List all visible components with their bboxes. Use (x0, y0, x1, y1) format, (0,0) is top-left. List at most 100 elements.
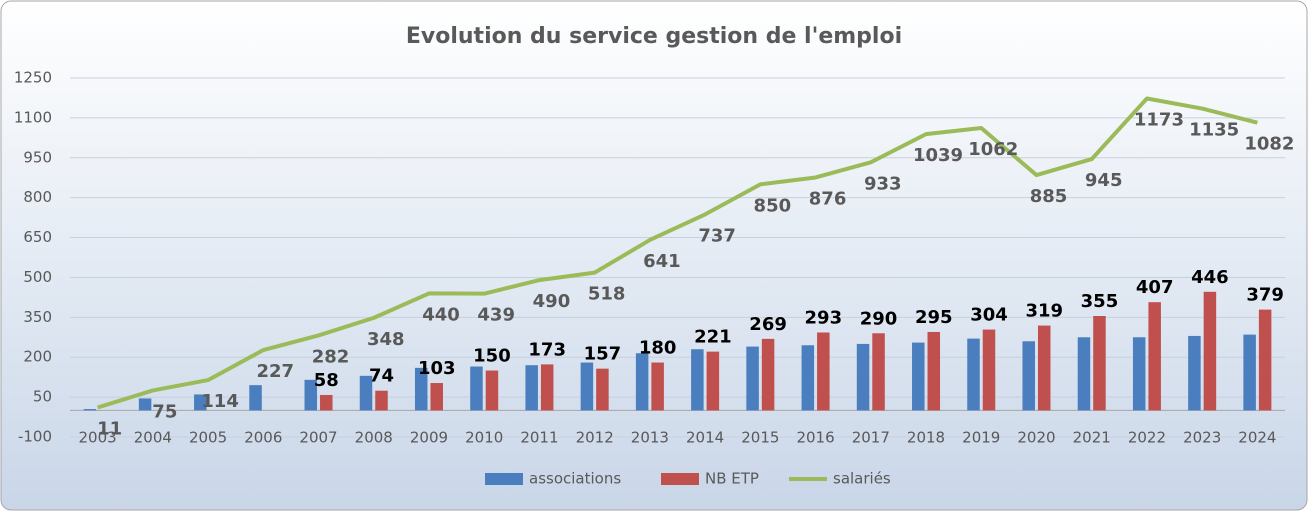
x-tick-label: 2011 (520, 429, 558, 447)
bar (1258, 309, 1272, 411)
line-label: 641 (643, 251, 681, 272)
bar-label: 58 (314, 370, 339, 391)
x-tick-label: 2017 (852, 429, 890, 447)
bar-label: 269 (749, 314, 787, 335)
bar-label: 379 (1246, 285, 1284, 306)
y-tick-label: 350 (23, 308, 52, 326)
bar (967, 338, 980, 411)
x-tick-label: 2018 (907, 429, 945, 447)
line-label: 227 (257, 361, 295, 382)
bar (414, 367, 428, 411)
x-tick-label: 2003 (79, 429, 117, 447)
y-tick-label: 650 (23, 228, 52, 246)
line-label: 439 (477, 305, 515, 326)
line-label: 1135 (1189, 120, 1239, 141)
line-label: 490 (533, 291, 571, 312)
bar-label: 74 (369, 366, 394, 387)
line-label: 518 (588, 284, 626, 305)
bar (1243, 334, 1256, 411)
bar-label: 290 (860, 308, 898, 329)
bar (635, 353, 649, 411)
bar (485, 370, 499, 411)
line (97, 96, 1258, 410)
bar (525, 365, 538, 411)
bar-label: 173 (528, 339, 566, 360)
y-tick-label: -100 (18, 428, 52, 446)
y-tick-label: 200 (23, 348, 52, 366)
bar (1022, 341, 1035, 411)
x-tick-label: 2023 (1183, 429, 1221, 447)
bar-label: 319 (1025, 301, 1063, 322)
x-tick-label: 2007 (299, 429, 337, 447)
line-label: 75 (152, 401, 177, 422)
bar (651, 362, 664, 411)
bar-label: 293 (805, 307, 843, 328)
bar (194, 394, 207, 411)
legend-label: NB ETP (705, 470, 759, 488)
bar-label: 407 (1136, 277, 1174, 298)
bar (359, 375, 373, 411)
bar (596, 368, 609, 411)
line-label: 282 (312, 346, 350, 367)
x-tick-label: 2005 (189, 429, 227, 447)
line-label: 11 (97, 418, 122, 439)
x-tick-label: 2020 (1017, 429, 1055, 447)
bar (138, 398, 152, 411)
bar-label: 355 (1081, 291, 1119, 312)
bar (1037, 325, 1051, 411)
x-tick-label: 2012 (576, 429, 614, 447)
bar (540, 364, 554, 411)
bar (801, 345, 815, 411)
bar (430, 383, 443, 411)
line-label: 1082 (1244, 134, 1294, 155)
line-label: 876 (809, 188, 847, 209)
x-tick-label: 2013 (631, 429, 669, 447)
x-tick-label: 2019 (962, 429, 1000, 447)
bar (375, 390, 388, 411)
bar (304, 379, 318, 411)
bar (856, 343, 870, 411)
x-tick-label: 2009 (410, 429, 448, 447)
x-tick-label: 2008 (355, 429, 393, 447)
bar (927, 331, 941, 411)
bar-label: 295 (915, 307, 953, 328)
x-tick-label: 2014 (686, 429, 724, 447)
legend-swatch (661, 473, 699, 485)
bar-label: 304 (970, 305, 1008, 326)
bar (320, 394, 333, 411)
x-tick-label: 2015 (741, 429, 779, 447)
y-tick-label: 500 (23, 268, 52, 286)
bar-label: 180 (639, 338, 677, 359)
bar (1148, 302, 1161, 411)
legend-swatch (485, 473, 523, 485)
line-label: 114 (201, 391, 239, 412)
line-label: 850 (754, 195, 792, 216)
x-tick-label: 2021 (1073, 429, 1111, 447)
line-label: 1039 (913, 145, 963, 166)
y-tick-label: 1250 (14, 69, 52, 87)
bar (817, 332, 830, 411)
y-tick-label: 800 (23, 188, 52, 206)
bar (706, 351, 720, 411)
line-label: 1173 (1134, 109, 1184, 130)
y-tick-label: 50 (33, 388, 52, 406)
line-label: 440 (422, 304, 460, 325)
bar (580, 362, 594, 411)
bar (982, 329, 996, 411)
legend-label: associations (529, 470, 621, 488)
x-tick-label: 2016 (796, 429, 834, 447)
x-tick-label: 2024 (1238, 429, 1276, 447)
line-label: 933 (864, 173, 902, 194)
legend-label: salariés (833, 470, 891, 488)
bar-label: 103 (418, 358, 456, 379)
x-tick-label: 2006 (244, 429, 282, 447)
line-label: 945 (1085, 170, 1123, 191)
line-label: 1062 (968, 139, 1018, 160)
bar (746, 346, 759, 411)
line-label: 885 (1030, 186, 1068, 207)
x-tick-label: 2010 (465, 429, 503, 447)
bar (1093, 316, 1106, 411)
bar (1203, 291, 1217, 411)
